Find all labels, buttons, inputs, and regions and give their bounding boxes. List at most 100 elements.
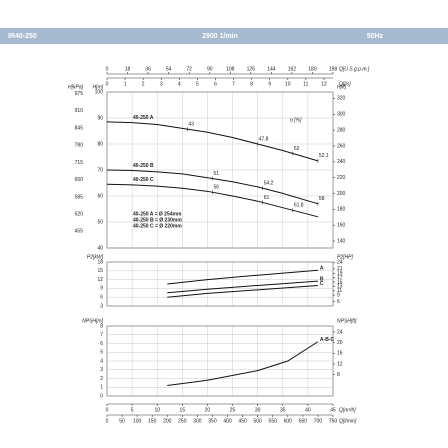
flow-tick-label: 126 — [247, 66, 256, 72]
y-tick-label: 12 — [97, 277, 103, 283]
plot-frame — [106, 261, 334, 307]
flow-tick-label: 90 — [207, 66, 213, 72]
series-label: C — [320, 281, 324, 287]
flow-tick-label: 35 — [280, 407, 286, 413]
y3-tick-label: 520 — [75, 212, 84, 218]
y2-axis-label: P2[HP] — [337, 254, 353, 260]
flow-tick-label: 600 — [284, 418, 293, 424]
series-label: A-B-C — [320, 337, 335, 343]
diameter-note: 40-250 B = Ø 230mm — [133, 217, 182, 223]
y3-tick-label: 455 — [75, 229, 84, 235]
flow-tick-label: 144 — [267, 66, 276, 72]
efficiency-label: 51 — [213, 171, 219, 177]
flow-tick-label: 30 — [255, 407, 261, 413]
y-tick-label: 1 — [100, 385, 103, 391]
flow-tick-label: 1 — [124, 81, 127, 87]
y-axis-label: P2[kW] — [87, 254, 104, 260]
y3-tick-label: 910 — [75, 108, 84, 114]
flow-tick-label: 4 — [178, 81, 181, 87]
y-tick-label: 9 — [100, 286, 103, 292]
flow-tick-label: 0 — [106, 418, 109, 424]
flow-tick-label: 7 — [232, 81, 235, 87]
flow-tick-label: 12 — [321, 81, 327, 87]
y2-tick-label: 240 — [337, 159, 346, 165]
flow-tick-label: 700 — [314, 418, 323, 424]
efficiency-label: 52.1 — [319, 153, 329, 159]
efficiency-label: 54.2 — [264, 181, 274, 187]
diameter-note: 40-250 C = Ø 220mm — [133, 223, 182, 229]
y2-tick-label: 220 — [337, 175, 346, 181]
y2-tick-label: 19 — [337, 271, 343, 277]
y2-tick-label: 6 — [337, 299, 340, 305]
efficiency-label: 61.8 — [294, 203, 304, 209]
series-label: B — [320, 276, 324, 282]
flow-tick-label: 9 — [268, 81, 271, 87]
series-label: A — [320, 266, 324, 272]
y-tick-label: 4 — [100, 358, 103, 364]
y2-tick-label: 11 — [337, 288, 342, 294]
y2-tick-label: 13 — [337, 284, 343, 290]
speed: 2900 1/min — [202, 33, 238, 40]
y-tick-label: 40 — [97, 245, 103, 251]
y2-axis-label: NPSH[ft] — [337, 318, 357, 324]
y-tick-label: 2 — [100, 376, 103, 382]
y3-tick-label: 845 — [75, 125, 84, 131]
efficiency-label: 47.8 — [259, 136, 269, 142]
y-tick-label: 15 — [97, 268, 103, 274]
curve — [167, 280, 318, 294]
flow-tick-label: 20 — [205, 407, 211, 413]
flow-tick-label: 50 — [119, 418, 125, 424]
y-tick-label: 3 — [100, 367, 103, 373]
curve — [106, 183, 319, 218]
y-tick-label: 8 — [100, 323, 103, 329]
y-tick-label: 60 — [97, 193, 103, 199]
y3-tick-label: 715 — [75, 160, 84, 166]
flow-tick-label: 250 — [178, 418, 187, 424]
flow-tick-label: 650 — [299, 418, 308, 424]
y-tick-label: 100 — [95, 89, 104, 95]
flow-tick-label: 198 — [329, 66, 338, 72]
y-tick-label: 6 — [100, 341, 103, 347]
flow-tick-label: 36 — [145, 66, 151, 72]
flow-tick-label: 0 — [106, 81, 109, 87]
flow-tick-label: 550 — [269, 418, 278, 424]
y2-axis-label: H[ft] — [337, 84, 347, 90]
y2-tick-label: 12 — [337, 361, 343, 367]
flow-tick-label: 150 — [148, 418, 157, 424]
y2-tick-label: 16 — [337, 351, 343, 357]
flow-tick-label: 8 — [250, 81, 253, 87]
flow-tick-label: 6 — [214, 81, 217, 87]
y2-tick-label: 140 — [337, 238, 346, 244]
flow-tick-label: 10 — [285, 81, 291, 87]
y-tick-label: 6 — [100, 295, 103, 301]
y2-tick-label: 260 — [337, 143, 346, 149]
flow-tick-label: 40 — [305, 407, 311, 413]
efficiency-label: 61 — [264, 195, 270, 201]
efficiency-label: 43 — [188, 122, 194, 128]
y-axis-label: H[m] — [92, 84, 103, 90]
y3-tick-label: 975 — [75, 91, 84, 97]
y-tick-label: 70 — [97, 167, 103, 173]
flow-tick-label: 3 — [160, 81, 163, 87]
flow-tick-label: 54 — [166, 66, 172, 72]
flow-tick-label: 5 — [196, 81, 199, 87]
curve — [106, 121, 319, 162]
y3-axis-label: H[kPa] — [68, 84, 84, 90]
flow-tick-label: 162 — [288, 66, 297, 72]
y3-tick-label: 780 — [75, 143, 84, 149]
flow-axis-label: Q[l/s] — [339, 81, 351, 87]
y2-tick-label: 180 — [337, 207, 346, 213]
efficiency-label: 52 — [294, 146, 300, 152]
y-tick-label: 50 — [97, 219, 103, 225]
y2-tick-label: 300 — [337, 112, 346, 118]
flow-tick-label: 300 — [193, 418, 202, 424]
flow-tick-label: 108 — [226, 66, 235, 72]
efficiency-label: 56 — [213, 185, 219, 191]
flow-axis-label: Q[l/min] — [339, 418, 357, 424]
flow-tick-label: 750 — [329, 418, 338, 424]
y-tick-label: 7 — [100, 332, 103, 338]
flow-axis-label: Q[m³/h] — [339, 407, 356, 413]
y2-tick-label: 21 — [337, 266, 343, 272]
efficiency-axis-label: η [%] — [290, 117, 302, 123]
